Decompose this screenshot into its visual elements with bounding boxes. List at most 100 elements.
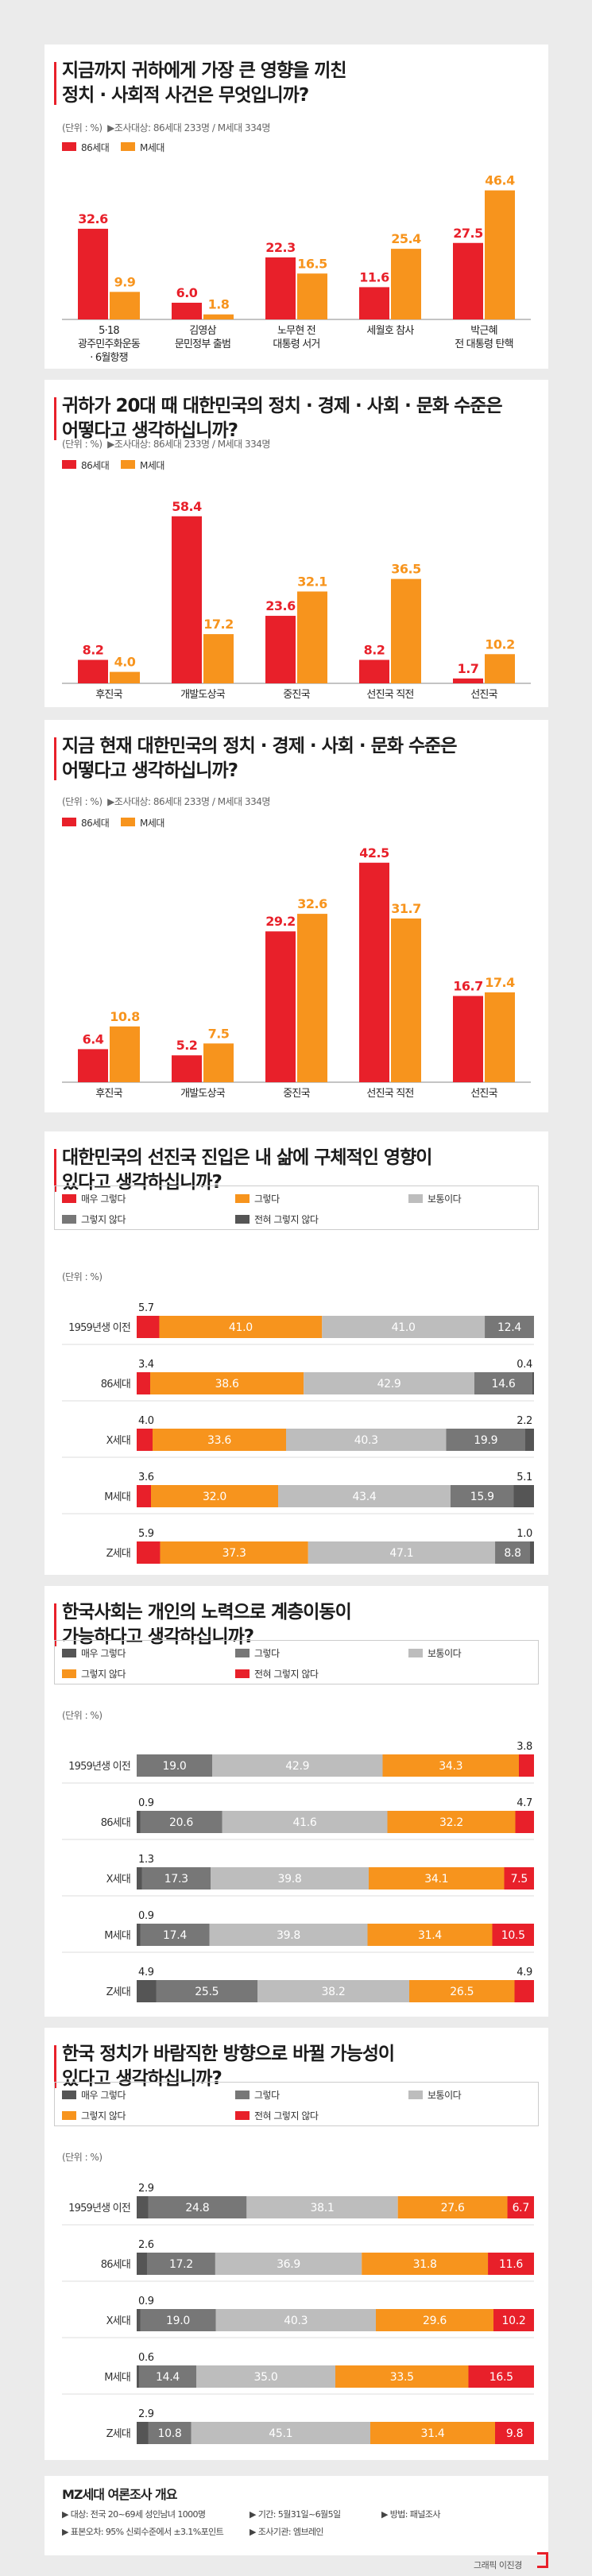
title-line: 한국사회는 개인의 노력으로 계층이동이 — [62, 1602, 352, 1623]
segment-value-label: 33.6 — [207, 1434, 231, 1447]
segment-value-label: 4.7 — [517, 1797, 532, 1809]
title-accent — [54, 1149, 56, 1192]
segment-value-label: 25.5 — [195, 1986, 219, 1998]
legend-label: 전혀 그렇지 않다 — [254, 1669, 319, 1680]
segment-value-label: 37.3 — [222, 1547, 246, 1560]
legend-label-86: 86세대 — [81, 818, 110, 829]
overview-line: ▶ 표본오차: 95% 신뢰수준에서 ±3.1%포인트 — [62, 2527, 224, 2537]
bar-value-label: 1.8 — [208, 297, 230, 312]
bar-value-label: 29.2 — [265, 914, 295, 929]
stack-segment — [137, 1541, 161, 1564]
segment-value-label: 5.7 — [138, 1302, 154, 1314]
stack-segment — [148, 2196, 247, 2218]
stack-segment — [370, 2422, 495, 2444]
segment-value-label: 1.3 — [138, 1854, 154, 1866]
category-label: 선진국 — [470, 689, 497, 701]
legend-swatch-86 — [62, 142, 76, 151]
category-label: 박근혜 — [470, 325, 497, 337]
segment-value-label: 40.3 — [284, 2315, 308, 2327]
legend-label: 그렇지 않다 — [81, 1669, 126, 1680]
legend-swatch — [408, 1194, 423, 1203]
stack-segment — [137, 1867, 142, 1889]
segment-value-label: 38.1 — [311, 2202, 335, 2214]
stack-segment — [382, 1754, 519, 1777]
bar-value-label: 25.4 — [391, 231, 421, 246]
stack-segment — [196, 2365, 335, 2388]
stack-segment — [257, 1980, 409, 2002]
stack-segment — [160, 1541, 308, 1564]
category-label: 대통령 서거 — [273, 338, 319, 350]
legend-label: 그렇다 — [254, 1193, 280, 1205]
bar — [110, 671, 140, 683]
unit-note: (단위 : %) — [62, 2152, 103, 2163]
stack-segment — [286, 1429, 447, 1451]
stack-segment — [140, 1811, 222, 1833]
bar — [203, 314, 234, 319]
bar-value-label: 16.5 — [297, 256, 327, 271]
legend-swatch — [62, 1215, 76, 1224]
category-label: 개발도상국 — [180, 689, 226, 701]
overview-title: MZ세대 여론조사 개요 — [62, 2487, 177, 2502]
stack-segment — [362, 2253, 489, 2275]
legend-swatch — [62, 2111, 76, 2120]
legend-swatch-m — [121, 142, 135, 151]
legend-label: 그렇다 — [254, 2090, 280, 2101]
stack-segment — [451, 1485, 514, 1507]
stack-segment — [246, 2196, 398, 2218]
bar-value-label: 58.4 — [172, 499, 202, 514]
stack-segment — [215, 2309, 376, 2331]
bar-value-label: 31.7 — [391, 901, 420, 916]
stack-segment — [278, 1485, 451, 1507]
stack-segment — [137, 2253, 147, 2275]
legend-swatch-m — [121, 460, 135, 469]
title-accent — [54, 397, 56, 440]
segment-value-label: 15.9 — [470, 1491, 494, 1503]
category-label: 후진국 — [95, 689, 122, 701]
segment-value-label: 2.9 — [138, 2183, 154, 2195]
legend-swatch — [235, 2091, 250, 2099]
title-accent — [54, 1603, 56, 1646]
category-label: 문민정부 출범 — [175, 338, 230, 350]
stack-segment — [530, 1541, 534, 1564]
row-label: 86세대 — [101, 1817, 130, 1829]
segment-value-label: 10.2 — [502, 2315, 526, 2327]
segment-value-label: 29.6 — [423, 2315, 447, 2327]
graphic-credit: 그래픽 이진경 — [474, 2560, 522, 2570]
row-label: Z세대 — [106, 2428, 130, 2440]
bar — [172, 1055, 202, 1082]
logo-icon — [537, 2552, 548, 2568]
bar-value-label: 10.8 — [110, 1009, 140, 1024]
segment-value-label: 32.0 — [203, 1491, 226, 1503]
bar — [78, 659, 108, 683]
title-line: 귀하가 20대 때 대한민국의 정치 · 경제 · 사회 · 문화 수준은 — [62, 396, 503, 416]
category-label: 선진국 직전 — [366, 689, 413, 701]
legend-swatch — [235, 1194, 250, 1203]
bar — [78, 1049, 108, 1082]
bar-value-label: 6.0 — [176, 285, 198, 300]
stack-segment — [304, 1372, 474, 1394]
segment-value-label: 31.8 — [413, 2258, 437, 2271]
segment-value-label: 32.2 — [439, 1816, 463, 1829]
chart-title: 대한민국의 선진국 진입은 내 삶에 구체적인 영향이 있다고 생각하십니까? — [54, 1146, 539, 1195]
bar — [359, 287, 389, 319]
stack-segment — [211, 1867, 369, 1889]
bar — [265, 616, 296, 683]
segment-value-label: 14.6 — [491, 1378, 515, 1390]
title-accent — [54, 62, 56, 105]
stack-segment — [468, 2365, 534, 2388]
bar-value-label: 8.2 — [83, 642, 104, 657]
row-label: M세대 — [104, 2372, 130, 2384]
stack-segment — [139, 2365, 196, 2388]
stack-segment — [137, 2309, 141, 2331]
category-label: 전 대통령 탄핵 — [455, 338, 513, 350]
stack-segment — [504, 1867, 534, 1889]
chart-card-1: 지금까지 귀하에게 가장 큰 영향을 끼친 정치 · 사회적 사건은 무엇입니까… — [44, 44, 548, 369]
stack-segment — [495, 2422, 534, 2444]
segment-value-label: 11.6 — [499, 2258, 523, 2271]
bar — [359, 659, 389, 683]
category-label: 노무현 전 — [277, 325, 315, 337]
legend-label: 전혀 그렇지 않다 — [254, 2110, 319, 2122]
bar-value-label: 7.5 — [208, 1026, 230, 1041]
segment-value-label: 5.1 — [517, 1472, 532, 1483]
chart-card-3: 지금 현재 대한민국의 정치 · 경제 · 사회 · 문화 수준은 어떻다고 생… — [44, 720, 548, 1112]
